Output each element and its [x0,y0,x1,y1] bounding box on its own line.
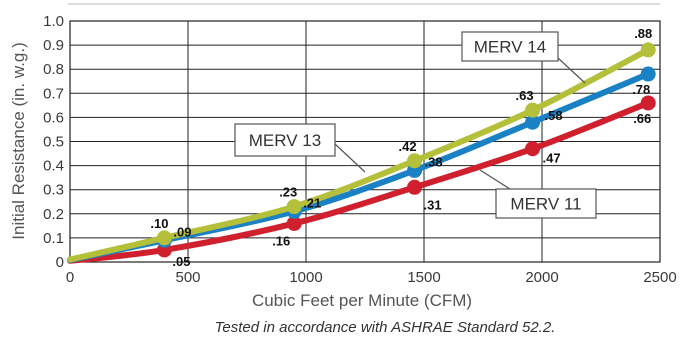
callouts: MERV 14 MERV 13 MERV 11 [234,31,597,219]
merv-13-data-label: .78 [632,82,650,97]
y-axis-title: Initial Resistance (in. w.g.) [9,42,28,239]
merv-11-point [286,215,302,231]
merv-14-data-label: .23 [279,185,297,200]
merv-11-data-label: .16 [272,233,290,248]
merv-11-legend-label: MERV 11 [510,195,581,214]
merv-13-leader-line [334,143,366,173]
y-tick-label: 1.0 [43,13,64,30]
merv-11-point [525,141,541,157]
plot-frame [69,20,661,263]
y-tick-label: 0.1 [43,230,64,247]
merv-13-data-label: .09 [173,224,191,239]
footnote: Tested in accordance with ASHRAE Standar… [215,319,556,336]
merv-14-data-label: .42 [399,139,417,154]
merv-11-data-label: .47 [543,151,561,166]
x-tick-label: 1000 [289,269,322,286]
merv-11-leader-line [479,169,511,190]
x-tick-label: 2500 [643,269,676,286]
merv-13-data-label: .38 [425,154,443,169]
merv-13-legend-label: MERV 13 [249,131,321,150]
merv-14-data-label: .88 [634,26,652,41]
y-tick-label: 0.8 [43,61,64,78]
merv-14-legend-label: MERV 14 [474,38,546,57]
y-tick-label: 0.5 [43,134,64,151]
merv-11-data-label: .05 [172,254,190,269]
series-lines [67,42,656,264]
y-tick-label: 0.9 [43,37,64,54]
x-axis-title: Cubic Feet per Minute (CFM) [252,291,472,310]
x-tick-label: 2000 [525,269,558,286]
y-tick-label: 0.3 [43,182,64,199]
merv-14-point [525,102,541,118]
merv-13-data-label: .21 [303,195,321,210]
merv-14-point [640,42,656,58]
merv-14-point [407,153,423,169]
y-tick-label: 0.7 [43,85,64,102]
x-tick-label: 1500 [407,269,440,286]
merv-11-point [640,95,656,111]
x-tick-label: 500 [175,269,200,286]
merv-14-callout-box [461,31,559,62]
merv-14-data-label: .63 [516,88,534,103]
merv-14-leader-line [557,57,586,84]
axes: 0 0.1 0.2 0.3 0.4 0.5 0.6 0.7 0.8 0.9 1.0 0 500 1000 1… [43,13,677,286]
y-tick-label: 0.2 [43,206,64,223]
y-tick-label: 0 [56,254,64,271]
x-tick-label: 0 [66,269,74,286]
data-labels: .10 .23 .42 .63 .88 .09 .21 .38 .58 .78 .05 .16 .31.… [150,26,652,269]
merv-14-point [156,230,172,246]
merv-14-data-label: .10 [150,216,168,231]
y-tick-label: 0.4 [43,158,64,175]
merv-13-point [640,66,656,82]
merv-11-data-label: .66 [633,111,651,126]
merv-11-callout-box [495,188,597,219]
merv-11-data-label: .31 [424,197,442,212]
merv-13-callout-box [234,123,336,157]
y-tick-label: 0.6 [43,109,64,126]
merv-11-point [407,179,423,195]
merv-13-data-label: .58 [545,108,563,123]
merv-13-point [525,114,541,130]
merv-14-point [286,199,302,215]
